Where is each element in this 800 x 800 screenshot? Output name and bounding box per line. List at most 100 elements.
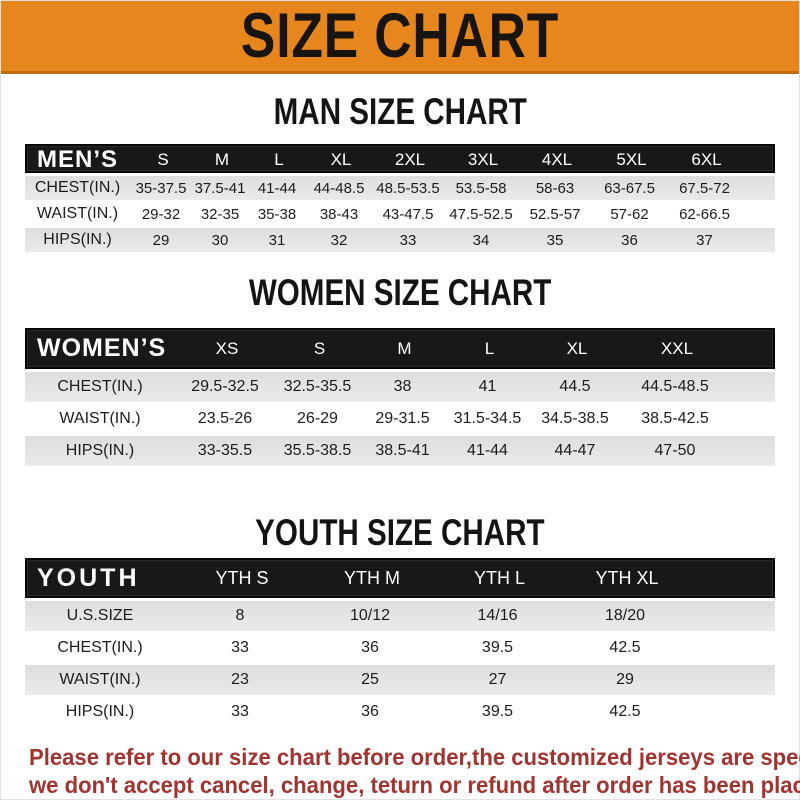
column-header: YTH L	[473, 567, 525, 588]
column-header: 6XL	[691, 150, 722, 169]
table-cell: 29	[616, 671, 634, 688]
man-section-heading-text: MAN SIZE CHART	[273, 91, 527, 132]
column-header: L	[484, 338, 495, 358]
column-header: M	[397, 338, 412, 358]
table-cell: 39.5	[481, 703, 514, 720]
column-header: YTH S	[215, 567, 269, 588]
table-cell: 32.5-35.5	[283, 378, 352, 395]
row-label: CHEST(IN.)	[57, 639, 143, 656]
table-cell: 25	[361, 671, 379, 688]
table-cell: 8	[235, 607, 245, 624]
column-header: 2XL	[394, 150, 426, 169]
column-header: 4XL	[541, 150, 573, 169]
column-header: XL	[330, 150, 352, 169]
table-cell: 10/12	[349, 607, 391, 624]
table-cell: 31	[268, 231, 286, 249]
table-corner-label: YOUTH	[37, 563, 140, 592]
table-cell: 37	[696, 231, 713, 249]
table-header-row: MEN’S S M L XL 2XL 3XL 4XL 5XL 6XL	[25, 144, 775, 173]
table-cell: 29	[152, 231, 170, 249]
table-cell: 30	[211, 231, 229, 249]
table-cell: 67.5-72	[679, 179, 730, 197]
table-row: HIPS(IN.) 29 30 31 32 33 34 35 36 37	[25, 228, 775, 252]
table-cell: 52.5-57	[529, 205, 581, 223]
table-cell: 41	[478, 378, 497, 395]
row-label: HIPS(IN.)	[43, 231, 112, 248]
table-cell: 33	[399, 231, 417, 249]
table-cell: 62-66.5	[679, 205, 730, 223]
table-cell: 14/16	[477, 607, 518, 624]
column-header: M	[214, 150, 230, 169]
table-cell: 41-44	[467, 442, 508, 459]
table-cell: 57-62	[610, 205, 649, 223]
table-cell: 41-44	[257, 179, 297, 197]
table-cell: 38.5-41	[375, 442, 430, 459]
table-cell: 29-31.5	[375, 410, 430, 427]
women-size-table: WOMEN’S XS S M L XL XXL CHEST(IN.) 29.5-32.5 32.5…	[25, 328, 775, 466]
table-cell: 39.5	[481, 639, 514, 656]
table-cell: 29-32	[141, 205, 181, 223]
table-cell: 35	[546, 231, 564, 249]
column-header: S	[313, 338, 326, 358]
table-cell: 36	[621, 231, 638, 249]
table-cell: 44-48.5	[313, 179, 365, 197]
table-cell: 58-63	[535, 179, 575, 197]
table-header-row: WOMEN’S XS S M L XL XXL	[25, 328, 775, 369]
table-cell: 23	[231, 671, 249, 688]
column-header: XS	[215, 338, 239, 358]
table-corner-label: MEN’S	[37, 146, 119, 173]
table-cell: 33	[231, 639, 249, 656]
row-label: U.S.SIZE	[66, 607, 134, 624]
row-label: HIPS(IN.)	[65, 442, 135, 459]
table-cell: 35.5-38.5	[283, 442, 352, 459]
table-cell: 36	[361, 639, 379, 656]
row-label: WAIST(IN.)	[59, 671, 141, 688]
table-row: HIPS(IN.) 33 36 39.5 42.5	[25, 697, 775, 727]
table-cell: 38.5-42.5	[641, 410, 709, 427]
table-cell: 18/20	[604, 607, 646, 624]
table-row: CHEST(IN.) 33 36 39.5 42.5	[25, 633, 775, 663]
table-cell: 42.5	[609, 703, 641, 720]
table-cell: 42.5	[609, 639, 641, 656]
men-size-table: MEN’S S M L XL 2XL 3XL 4XL 5XL 6XL CHEST(IN.) 35-37…	[25, 144, 775, 252]
youth-section-heading: YOUTH SIZE CHART	[1, 512, 799, 553]
table-row: WAIST(IN.) 23.5-26 26-29 29-31.5 31.5-34.5 34…	[25, 404, 775, 434]
youth-size-table: YOUTH YTH S YTH M YTH L YTH XL U.S.SIZE 8 10/12…	[25, 558, 775, 727]
banner-title: SIZE CHART	[240, 0, 560, 71]
disclaimer-note: Please refer to our size chart before or…	[29, 743, 800, 799]
table-cell: 33-35.5	[197, 442, 253, 459]
row-label: HIPS(IN.)	[65, 703, 135, 720]
table-cell: 48.5-53.5	[376, 179, 440, 197]
column-header: YTH M	[344, 567, 400, 588]
size-chart-banner: SIZE CHART	[1, 1, 799, 74]
table-header-row: YOUTH YTH S YTH M YTH L YTH XL	[25, 558, 775, 598]
column-header: YTH XL	[595, 567, 659, 588]
table-cell: 38-43	[319, 205, 359, 223]
table-cell: 29.5-32.5	[191, 378, 259, 395]
row-label: CHEST(IN.)	[57, 378, 143, 395]
table-cell: 38	[393, 378, 412, 395]
table-cell: 32	[330, 231, 348, 249]
table-cell: 35-37.5	[135, 179, 187, 197]
table-cell: 63-67.5	[604, 179, 655, 197]
row-label: WAIST(IN.)	[36, 205, 119, 222]
table-cell: 44.5-48.5	[641, 378, 709, 395]
table-cell: 47.5-52.5	[449, 205, 513, 223]
column-header: 5XL	[616, 150, 647, 169]
table-row: WAIST(IN.) 23 25 27 29	[25, 665, 775, 695]
youth-section-heading-text: YOUTH SIZE CHART	[255, 512, 545, 553]
table-row: WAIST(IN.) 29-32 32-35 35-38 38-43 43-47.5 47.…	[25, 202, 775, 226]
table-cell: 23.5-26	[197, 410, 253, 427]
column-header: XXL	[660, 338, 694, 358]
disclaimer-line-2: we don't accept cancel, change, teturn o…	[29, 772, 800, 798]
table-cell: 43-47.5	[382, 205, 434, 223]
table-cell: 37.5-41	[194, 179, 246, 197]
disclaimer-line-1: Please refer to our size chart before or…	[29, 744, 800, 770]
table-cell: 32-35	[200, 205, 240, 223]
column-header: XL	[566, 338, 588, 358]
table-cell: 27	[488, 671, 507, 688]
table-cell: 34	[472, 231, 490, 249]
table-cell: 34.5-38.5	[541, 410, 609, 427]
column-header: S	[157, 150, 169, 169]
table-row: U.S.SIZE 8 10/12 14/16 18/20	[25, 601, 775, 631]
